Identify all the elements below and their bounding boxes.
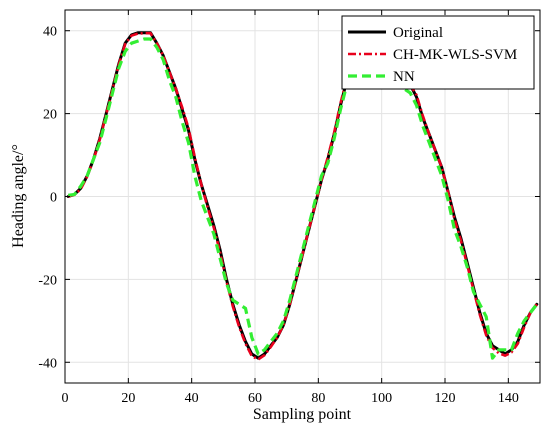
x-tick-label: 100 <box>371 391 392 406</box>
y-axis-label: Heading angle/° <box>10 144 27 248</box>
tick-labels: 0 20 40 60 80 100 120 140 -40 -20 0 20 40 <box>38 25 519 406</box>
legend-label-2: NN <box>393 69 415 85</box>
y-tick-label: -20 <box>38 273 57 288</box>
x-tick-label: 60 <box>248 391 262 406</box>
series-line-2 <box>67 37 539 360</box>
x-tick-label: 80 <box>311 391 325 406</box>
y-tick-label: -40 <box>38 356 57 371</box>
x-axis-label: Sampling point <box>253 406 352 423</box>
legend: Original CH-MK-WLS-SVM NN <box>341 15 535 90</box>
legend-box <box>341 15 535 90</box>
x-tick-label: 140 <box>498 391 519 406</box>
legend-entries: Original CH-MK-WLS-SVM NN <box>348 25 517 85</box>
x-tick-label: 120 <box>435 391 456 406</box>
y-tick-label: 0 <box>50 191 57 206</box>
y-tick-label: 20 <box>43 108 57 123</box>
ticks <box>64 10 540 383</box>
legend-label-0: Original <box>393 25 443 41</box>
series-layer <box>66 31 539 361</box>
legend-label-1: CH-MK-WLS-SVM <box>393 47 517 63</box>
y-tick-label: 40 <box>43 25 57 40</box>
x-tick-label: 20 <box>121 391 135 406</box>
x-tick-label: 0 <box>62 391 69 406</box>
x-tick-label: 40 <box>185 391 199 406</box>
